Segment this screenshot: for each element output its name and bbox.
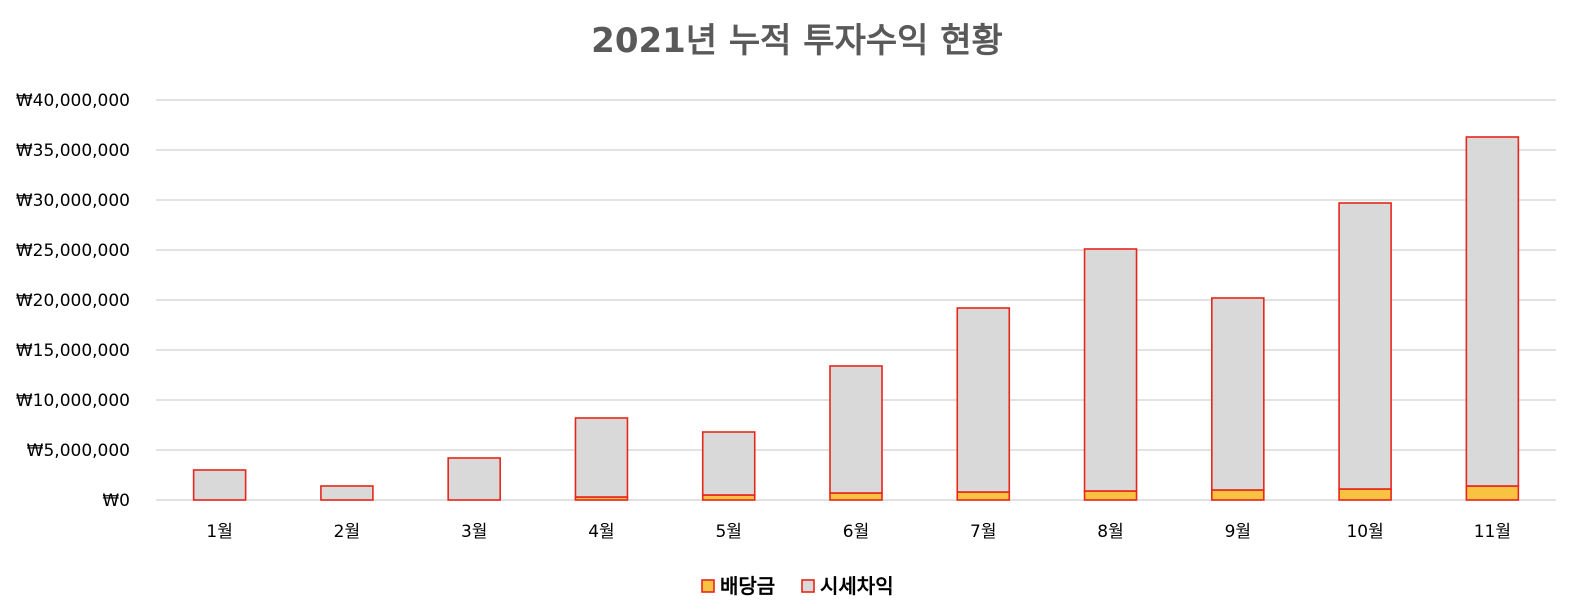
bar-capital-gain bbox=[701, 431, 756, 496]
x-tick-label: 7월 bbox=[970, 522, 996, 542]
bar-dividend bbox=[1211, 489, 1265, 501]
y-tick-label: ₩5,000,000 bbox=[27, 441, 130, 461]
x-tick-label: 1월 bbox=[206, 522, 232, 542]
bar-dividend bbox=[1338, 488, 1392, 501]
bar-capital-gain bbox=[1211, 297, 1265, 491]
x-tick-label: 10월 bbox=[1346, 522, 1383, 542]
legend-label: 배당금 bbox=[720, 574, 775, 598]
x-tick-label: 4월 bbox=[588, 522, 614, 542]
y-tick-label: ₩10,000,000 bbox=[16, 391, 130, 411]
y-tick-label: ₩0 bbox=[102, 491, 130, 511]
bar-capital-gain bbox=[574, 417, 629, 498]
y-tick-label: ₩20,000,000 bbox=[16, 291, 130, 311]
bar-capital-gain bbox=[447, 457, 501, 501]
x-tick-label: 2월 bbox=[334, 522, 360, 542]
x-tick-label: 8월 bbox=[1097, 522, 1123, 542]
x-tick-label: 6월 bbox=[843, 522, 869, 542]
x-tick-label: 9월 bbox=[1225, 522, 1251, 542]
y-axis: ₩0 ₩5,000,000 ₩10,000,000 ₩15,000,000 ₩20,00… bbox=[16, 91, 130, 511]
x-tick-label: 3월 bbox=[461, 522, 487, 542]
y-tick-label: ₩25,000,000 bbox=[16, 241, 130, 261]
legend: 배당금 시세차익 bbox=[701, 574, 894, 598]
legend-label: 시세차익 bbox=[820, 574, 894, 598]
x-tick-label: 5월 bbox=[715, 522, 741, 542]
bar-capital-gain bbox=[829, 365, 883, 494]
y-tick-label: ₩15,000,000 bbox=[16, 341, 130, 361]
x-tick-label: 11월 bbox=[1474, 522, 1511, 542]
bar-dividend bbox=[829, 492, 883, 501]
bar-capital-gain bbox=[1338, 202, 1392, 490]
y-tick-label: ₩35,000,000 bbox=[16, 141, 130, 161]
bar-capital-gain bbox=[320, 485, 374, 501]
x-axis: 1월 2월 3월 4월 5월 6월 7월 8월 9월 10월 11월 bbox=[206, 522, 1511, 542]
y-tick-label: ₩30,000,000 bbox=[16, 191, 130, 211]
bar-capital-gain bbox=[1465, 136, 1520, 487]
legend-swatch bbox=[701, 579, 715, 593]
bar-dividend bbox=[956, 491, 1011, 501]
bar-dividend bbox=[1465, 485, 1520, 501]
bar-capital-gain bbox=[956, 307, 1011, 493]
chart-title: 2021년 누적 투자수익 현황 bbox=[591, 21, 1003, 61]
y-tick-label: ₩40,000,000 bbox=[16, 91, 130, 111]
bar-capital-gain bbox=[1083, 248, 1138, 492]
legend-swatch bbox=[801, 579, 815, 593]
gridlines bbox=[156, 99, 1556, 501]
bar-dividend bbox=[1083, 490, 1138, 501]
bars bbox=[192, 136, 1520, 501]
bar-capital-gain bbox=[192, 469, 247, 501]
